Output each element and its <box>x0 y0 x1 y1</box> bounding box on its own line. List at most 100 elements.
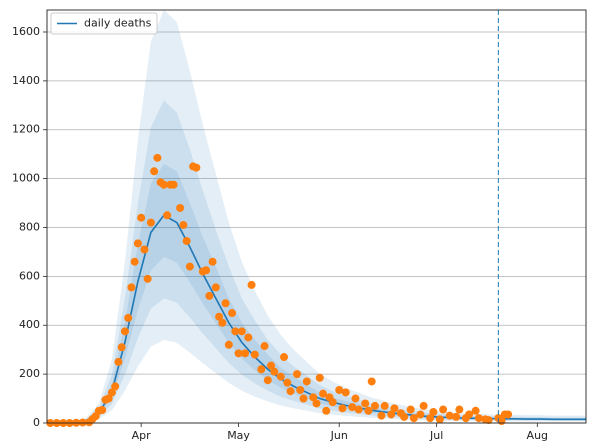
data-point <box>484 416 493 425</box>
data-point <box>370 401 379 410</box>
data-point <box>283 378 292 387</box>
data-point <box>237 327 246 336</box>
data-point <box>293 370 302 379</box>
data-point <box>328 398 337 407</box>
data-point <box>120 327 129 336</box>
data-point <box>315 373 324 382</box>
data-point <box>338 404 347 413</box>
data-point <box>390 404 399 413</box>
data-point <box>208 257 217 266</box>
data-point <box>98 406 107 415</box>
data-point <box>426 414 435 423</box>
data-point <box>182 236 191 245</box>
data-point <box>400 412 409 421</box>
data-point <box>435 415 444 424</box>
data-point <box>179 221 188 230</box>
data-point <box>163 211 172 220</box>
data-point <box>377 411 386 420</box>
y-tick-label: 200 <box>19 367 40 380</box>
data-point <box>280 353 289 362</box>
data-point <box>296 386 305 395</box>
plot-frame <box>46 9 587 424</box>
data-point <box>429 408 438 417</box>
data-point <box>127 283 136 292</box>
data-point <box>140 245 149 254</box>
data-point <box>351 394 360 403</box>
data-point <box>159 180 168 189</box>
data-point <box>270 367 279 376</box>
data-point <box>244 333 253 342</box>
y-tick-label: 1000 <box>12 172 40 185</box>
data-point <box>465 410 474 419</box>
data-point <box>354 405 363 414</box>
data-point <box>302 377 311 386</box>
data-point <box>260 342 269 351</box>
y-tick-label: 0 <box>33 416 40 429</box>
uncertainty-band <box>47 100 586 424</box>
data-point <box>192 163 201 172</box>
data-point <box>202 266 211 275</box>
data-point <box>137 213 146 222</box>
data-point <box>211 283 220 292</box>
x-tick-label: Jul <box>429 429 443 442</box>
data-point <box>130 257 139 266</box>
data-point <box>143 274 152 283</box>
data-point <box>124 313 133 322</box>
y-tick-label: 1600 <box>12 25 40 38</box>
legend-box <box>50 12 158 35</box>
data-point <box>176 203 185 212</box>
data-point <box>231 327 240 336</box>
x-tick-label: Aug <box>527 429 548 442</box>
uncertainty-band <box>47 163 586 423</box>
x-tick-label: Jun <box>330 429 348 442</box>
data-point <box>247 280 256 289</box>
data-point <box>169 180 178 189</box>
y-tick-label: 1400 <box>12 74 40 87</box>
data-point <box>250 350 259 359</box>
data-point <box>218 318 227 327</box>
data-point <box>241 349 250 358</box>
legend-label: daily deaths <box>84 17 152 30</box>
data-point <box>150 167 159 176</box>
data-point <box>504 410 513 419</box>
data-point <box>474 414 483 423</box>
data-point <box>299 394 308 403</box>
data-point <box>215 312 224 321</box>
data-point <box>78 418 87 427</box>
data-point <box>228 309 237 318</box>
data-point <box>416 410 425 419</box>
y-tick-label: 600 <box>19 269 40 282</box>
data-point <box>221 299 230 308</box>
data-point <box>276 372 285 381</box>
data-point <box>387 410 396 419</box>
data-point <box>361 399 370 408</box>
data-point <box>409 414 418 423</box>
data-point <box>419 401 428 410</box>
data-point <box>341 388 350 397</box>
data-point <box>111 382 120 391</box>
data-point <box>367 377 376 386</box>
data-point <box>312 399 321 408</box>
data-point <box>439 405 448 414</box>
data-point <box>322 406 331 415</box>
y-tick-label: 400 <box>19 318 40 331</box>
y-tick-label: 1200 <box>12 123 40 136</box>
data-point <box>234 349 243 358</box>
x-tick-label: Apr <box>132 429 152 442</box>
data-point <box>224 340 233 349</box>
data-point <box>452 412 461 421</box>
data-point <box>406 405 415 414</box>
data-point <box>114 357 123 366</box>
data-point <box>286 387 295 396</box>
data-point <box>257 365 266 374</box>
data-point <box>364 406 373 415</box>
data-point <box>380 401 389 410</box>
data-point <box>455 405 464 414</box>
data-point <box>205 291 214 300</box>
data-point <box>335 386 344 395</box>
data-point <box>267 361 276 370</box>
data-point <box>146 218 155 227</box>
x-tick-label: May <box>227 429 250 442</box>
data-point <box>445 411 454 420</box>
